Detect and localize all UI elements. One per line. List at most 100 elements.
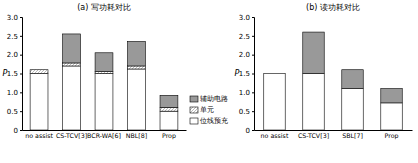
- x-axis: no assist CS-TCV[3] SBL[7] Prop: [255, 130, 413, 140]
- tick-label: 2.5: [239, 33, 250, 41]
- legend: 辅助电路单元位线预充: [190, 95, 228, 125]
- tick: 0: [246, 127, 254, 135]
- tick: 1.0: [7, 89, 22, 97]
- bar-segment: [30, 74, 48, 131]
- bar-segment: [303, 32, 324, 73]
- tick: 1.5: [239, 70, 254, 78]
- title: (b) 读功耗对比: [306, 3, 360, 12]
- tick: no assist: [261, 130, 289, 139]
- tick-mark: [20, 17, 22, 18]
- tick-label: BCR-WA[6]: [87, 132, 121, 139]
- tick: 1.5: [7, 70, 22, 78]
- tick-label: CS-TCV[3]: [298, 132, 329, 139]
- tick-label: 0: [246, 127, 250, 135]
- tick-mark: [20, 36, 22, 37]
- bar-segment: [160, 107, 178, 111]
- legend-label: 辅助电路: [200, 95, 228, 103]
- bars: [264, 32, 402, 130]
- tick-label: 0: [14, 127, 18, 135]
- tick-mark: [20, 111, 22, 112]
- bar-segment: [264, 74, 285, 131]
- tick-mark: [20, 92, 22, 93]
- tick-mark: [252, 17, 254, 18]
- tick-label: Prop: [162, 132, 176, 140]
- axis-line: [252, 18, 255, 131]
- tick-label: SBL[7]: [342, 132, 363, 139]
- tick: CS-TCV[3]: [56, 130, 87, 139]
- bar-segment: [381, 103, 402, 130]
- legend-swatch: [190, 118, 198, 124]
- tick-mark: [252, 111, 254, 112]
- bar-segment: [63, 34, 81, 63]
- tick: 3.0: [7, 14, 22, 22]
- tick-mark: [252, 74, 254, 75]
- bar-segment: [63, 66, 81, 130]
- bars: [30, 34, 178, 130]
- panel: 0 0.5 1.0 1.5 2.0 2.5 3.0 no assistCS-TCV[3]BCR…: [3, 3, 228, 140]
- tick-label: 0.5: [239, 108, 250, 116]
- y-axis: 0 0.5 1.0 1.5 2.0 2.5 3.0: [239, 14, 255, 135]
- tick-label: 1.5: [7, 70, 18, 78]
- tick-mark: [20, 74, 22, 75]
- tick-label: 3.0: [7, 14, 18, 22]
- bar-segment: [342, 70, 363, 89]
- tick-label: NBL[8]: [126, 132, 147, 139]
- bar-segment: [95, 53, 113, 72]
- tick: 0: [14, 127, 22, 135]
- tick: 3.0: [239, 14, 254, 22]
- tick: 2.5: [239, 33, 254, 41]
- axis-title: P: [235, 69, 240, 78]
- bar-segment: [342, 89, 363, 130]
- tick: Prop: [385, 130, 399, 140]
- axis-line: [20, 18, 23, 131]
- tick-mark: [252, 55, 254, 56]
- tick: SBL[7]: [342, 130, 363, 139]
- tick: 2.5: [7, 33, 22, 41]
- tick-label: 1.0: [7, 89, 18, 97]
- bar-segment: [128, 66, 146, 69]
- panel: 0 0.5 1.0 1.5 2.0 2.5 3.0 no assist CS-TCV[3] SBL…: [235, 3, 413, 140]
- tick-label: no assist: [261, 132, 289, 139]
- tick: 1.0: [239, 89, 254, 97]
- axis-line: [255, 130, 413, 131]
- x-axis: no assistCS-TCV[3]BCR-WA[6] NBL[8] Prop: [23, 130, 187, 140]
- tick-label: 1.5: [239, 70, 250, 78]
- tick-label: no assist: [25, 132, 53, 139]
- bar-segment: [128, 69, 146, 130]
- tick-mark: [20, 130, 22, 131]
- tick-label: 1.0: [239, 89, 250, 97]
- bar-segment: [160, 95, 178, 107]
- legend-label: 单元: [200, 106, 214, 114]
- legend-swatch: [190, 107, 198, 113]
- tick-mark: [20, 55, 22, 56]
- tick-label: CS-TCV[3]: [56, 132, 87, 139]
- bar-segment: [63, 63, 81, 66]
- y-axis: 0 0.5 1.0 1.5 2.0 2.5 3.0: [7, 14, 23, 135]
- bar-segment: [128, 41, 146, 65]
- tick-label: Prop: [385, 132, 399, 140]
- tick-label: 3.0: [239, 14, 250, 22]
- bar-segment: [95, 74, 113, 131]
- title: (a) 写功耗对比: [77, 3, 131, 12]
- tick: NBL[8]: [126, 130, 147, 139]
- axis-title: P: [3, 69, 8, 78]
- tick: no assist: [25, 130, 53, 139]
- legend-label: 位线预充: [200, 117, 228, 125]
- tick: 0.5: [7, 108, 22, 116]
- tick: 2.0: [239, 51, 254, 59]
- chart-root: 00.51.01.52.02.53.0no assistCS-TCV[3]BCR…: [0, 0, 418, 163]
- tick: Prop: [162, 130, 176, 140]
- bar-segment: [30, 70, 48, 74]
- tick-mark: [252, 92, 254, 93]
- tick-mark: [252, 130, 254, 131]
- bar-segment: [303, 74, 324, 131]
- tick: 2.0: [7, 51, 22, 59]
- tick-label: 2.0: [239, 51, 250, 59]
- tick: 0.5: [239, 108, 254, 116]
- axis-line: [23, 130, 187, 131]
- tick-mark: [252, 36, 254, 37]
- tick: BCR-WA[6]: [87, 130, 121, 139]
- tick-label: 0.5: [7, 108, 18, 116]
- tick-label: 2.5: [7, 33, 18, 41]
- bar-segment: [160, 111, 178, 130]
